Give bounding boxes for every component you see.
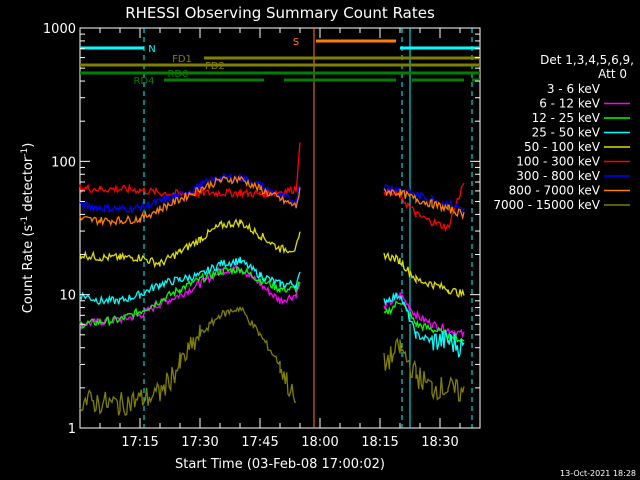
x-tick-label: 17:45 <box>241 435 278 450</box>
flag-bar-label: RD0 <box>167 69 188 80</box>
series-line <box>79 265 465 343</box>
x-tick-label: 18:00 <box>301 435 338 450</box>
series-line <box>79 218 465 298</box>
y-label-exponent: -1 <box>20 216 30 225</box>
series-line <box>79 175 465 227</box>
flag-bar-label: FD1 <box>172 54 192 65</box>
x-tick-label: 17:15 <box>121 435 158 450</box>
x-tick-label: 18:15 <box>361 435 398 450</box>
y-tick-label: 1 <box>68 422 76 437</box>
legend-label: 3 - 6 keV <box>547 82 601 96</box>
legend-label: 12 - 25 keV <box>532 111 601 125</box>
y-label-part: ) <box>21 143 36 148</box>
series-line <box>79 306 465 417</box>
vertical-markers <box>143 28 473 428</box>
series-line <box>79 172 465 214</box>
y-tick-label: 1000 <box>43 22 76 37</box>
x-axis-label: Start Time (03-Feb-08 17:00:02) <box>175 457 385 472</box>
series-line <box>79 142 465 233</box>
flag-bar-label: FD2 <box>205 61 225 72</box>
series-line <box>79 271 465 386</box>
y-axis-label: Count Rate (s-1 detector-1) <box>20 143 36 314</box>
legend-label: 50 - 100 keV <box>524 140 601 154</box>
series-line <box>79 262 465 339</box>
y-tick-label: 100 <box>51 155 76 170</box>
y-label-exponent: -1 <box>20 148 30 157</box>
legend-label: 25 - 50 keV <box>532 126 601 140</box>
legend-header-att: Att 0 <box>598 67 627 81</box>
x-tick-label: 17:30 <box>181 435 218 450</box>
flag-bar-label: N <box>148 44 155 55</box>
legend-header: Det 1,3,4,5,6,9, <box>540 53 634 67</box>
axes: 17:15 17:30 17:45 18:00 18:15 18:30 1 10 100 1000 <box>43 22 480 450</box>
legend-label: 300 - 800 keV <box>516 169 600 183</box>
flag-bar-label: S <box>293 37 299 48</box>
y-label-part: detector <box>21 156 36 216</box>
y-tick-label: 10 <box>59 289 76 304</box>
footer-timestamp: 13-Oct-2021 18:28 <box>560 469 636 478</box>
flag-bars: N S FD1 FD2 RD0 RD4 <box>80 37 480 87</box>
legend-label: 800 - 7000 keV <box>509 184 601 198</box>
legend-label: 7000 - 15000 keV <box>493 198 600 212</box>
series-lines <box>79 142 465 417</box>
legend-label: 6 - 12 keV <box>539 97 601 111</box>
legend-label: 100 - 300 keV <box>516 155 600 169</box>
x-tick-label: 18:30 <box>421 435 458 450</box>
series-line <box>79 256 465 358</box>
flag-bar-label: RD4 <box>133 76 154 87</box>
y-label-part: Count Rate (s <box>21 225 36 314</box>
chart-title: RHESSI Observing Summary Count Rates <box>125 4 435 22</box>
